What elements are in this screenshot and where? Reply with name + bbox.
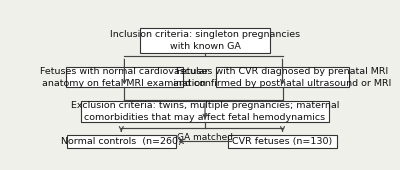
Text: Exclusion criteria: twins, multiple pregnancies; maternal
comorbidities that may: Exclusion criteria: twins, multiple preg… <box>71 101 339 122</box>
FancyBboxPatch shape <box>140 28 270 53</box>
FancyBboxPatch shape <box>67 135 176 148</box>
Text: Fetuses with normal cardiovascular
anatomy on fetal MRI examination: Fetuses with normal cardiovascular anato… <box>40 67 209 88</box>
Text: GA matched: GA matched <box>177 133 233 142</box>
Text: Normal controls  (n=260): Normal controls (n=260) <box>61 137 182 146</box>
FancyBboxPatch shape <box>216 67 349 88</box>
FancyBboxPatch shape <box>228 135 337 148</box>
Text: Fetuses with CVR diagnosed by prenatal MRI
and confirmed by postnatal ultrasound: Fetuses with CVR diagnosed by prenatal M… <box>173 67 392 88</box>
FancyBboxPatch shape <box>66 67 183 88</box>
Text: Inclusion criteria: singleton pregnancies
with known GA: Inclusion criteria: singleton pregnancie… <box>110 30 300 51</box>
FancyBboxPatch shape <box>81 101 329 122</box>
Text: CVR fetuses (n=130): CVR fetuses (n=130) <box>232 137 333 146</box>
